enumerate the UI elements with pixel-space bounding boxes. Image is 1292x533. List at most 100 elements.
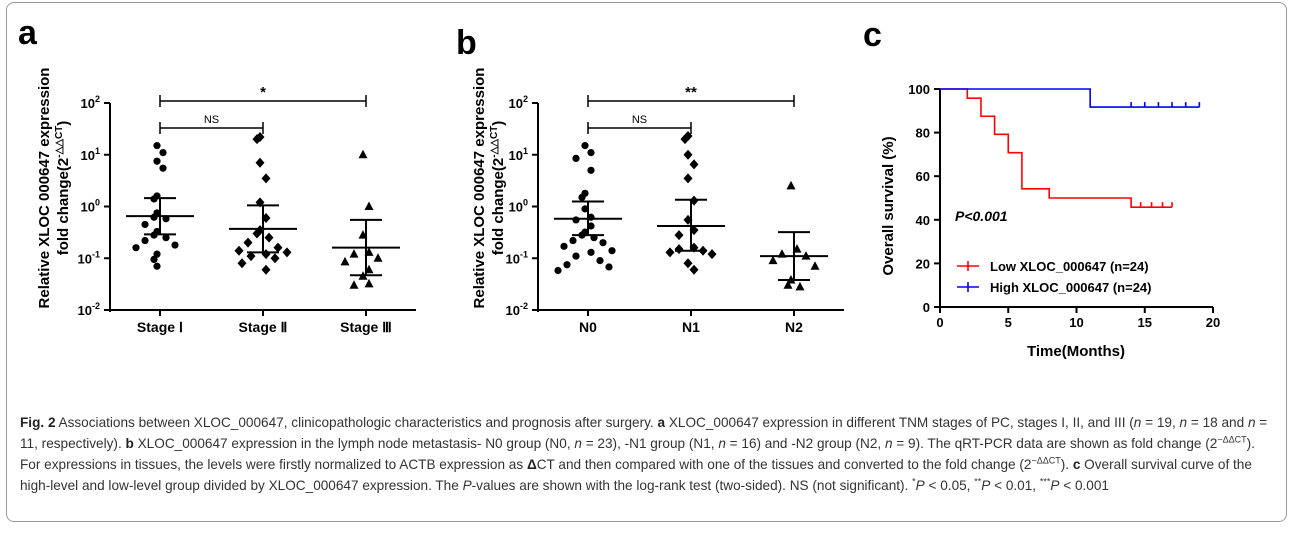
panel-b-data-point — [605, 263, 613, 271]
panel-a-xtick-label: Stage Ⅲ — [340, 319, 392, 335]
panel-c-ytick-label: 80 — [916, 126, 930, 141]
panel-c-xtick-label: 10 — [1069, 315, 1083, 330]
panel-c-ylabel: Overall survival (%) — [880, 136, 897, 275]
panel-b-ytick-label: 10-1 — [506, 249, 528, 266]
panel-c-survival: Overall survival (%) Time(Months) P<0.00… — [880, 82, 1220, 360]
panel-c-ytick-label: 0 — [923, 300, 930, 315]
panel-b-data-point — [795, 281, 805, 291]
panel-b-data-point — [689, 159, 699, 170]
panel-a-data-point — [373, 253, 383, 262]
panel-a-data-point — [252, 134, 262, 145]
panel-b-xtick-label: N2 — [785, 319, 803, 335]
panel-a-data-point — [153, 157, 161, 165]
panel-a-data-point — [270, 253, 280, 264]
panel-a-data-point — [349, 280, 359, 289]
panel-b-data-point — [674, 230, 684, 241]
panel-a-data-point — [159, 149, 167, 157]
figure-plots: a b c Relative XLOC 000647 expression fo… — [18, 14, 1220, 360]
panel-a-data-point — [246, 251, 256, 262]
panel-b-data-point — [560, 242, 568, 250]
panel-b-data-point — [587, 248, 595, 256]
panel-b-data-point — [810, 261, 820, 270]
panel-b-data-point — [569, 236, 577, 245]
panel-a-data-point — [264, 232, 274, 243]
panel-b-data-point — [665, 247, 675, 258]
panel-letter-c: c — [863, 16, 882, 54]
panel-a-ytick-label: 102 — [81, 94, 100, 111]
panel-a-data-point — [282, 247, 292, 258]
panel-c-xtick-label: 15 — [1138, 315, 1152, 330]
panel-c-ytick-label: 20 — [916, 256, 930, 271]
panel-a-data-point — [153, 262, 161, 270]
panel-b-data-point — [707, 249, 717, 260]
panel-a-ylabel: Relative XLOC 000647 expression fold cha… — [36, 68, 72, 309]
panel-a-data-point — [141, 220, 149, 229]
panel-b-ytick-label: 102 — [509, 94, 528, 111]
panel-a-scatter: Relative XLOC 000647 expression fold cha… — [36, 68, 416, 335]
panel-b-data-point — [683, 173, 693, 184]
panel-a-sig-label: NS — [204, 114, 219, 126]
panel-c-xtick-label: 0 — [936, 315, 943, 330]
panel-a-data-point — [252, 228, 262, 239]
panel-a-sig-label: * — [260, 84, 266, 101]
panel-a-data-point — [153, 250, 161, 258]
panel-a-data-point — [349, 249, 359, 258]
panel-b-sig-label: ** — [685, 84, 697, 101]
panel-b-data-point — [608, 247, 616, 255]
panel-a-data-point — [358, 149, 368, 159]
panel-b-data-point — [786, 180, 796, 190]
panel-c-xtick-label: 20 — [1206, 315, 1220, 330]
panel-b-data-point — [674, 244, 684, 255]
panel-b-data-point — [596, 257, 604, 265]
panel-letter-b: b — [456, 24, 477, 62]
panel-a-data-point — [340, 256, 350, 266]
panel-a-data-point — [159, 164, 167, 172]
panel-b-data-point — [581, 142, 589, 150]
panel-b-ylabel-line2: fold change(2-△△CT) — [489, 121, 507, 256]
panel-a-data-point — [364, 278, 374, 288]
panel-b-data-point — [581, 205, 589, 213]
panel-b-data-point — [599, 239, 607, 247]
panel-a-data-point — [273, 242, 283, 253]
panel-a-ytick-label: 101 — [81, 146, 100, 163]
panel-b-ytick-label: 101 — [509, 146, 528, 163]
panel-b-data-point — [689, 264, 699, 275]
panel-a-data-point — [153, 142, 161, 150]
legend-label-high: High XLOC_000647 (n=24) — [990, 280, 1151, 295]
panel-b-xtick-label: N0 — [579, 319, 597, 335]
panel-a-xtick-label: Stage Ⅰ — [137, 319, 183, 335]
panel-a-data-point — [141, 236, 149, 245]
panel-a-data-point — [162, 234, 170, 242]
panel-b-data-point — [680, 134, 690, 145]
panel-c-xlabel: Time(Months) — [1027, 343, 1125, 360]
panel-b-data-point — [572, 216, 580, 224]
panel-b-scatter: Relative XLOC 000647 expression fold cha… — [471, 68, 844, 335]
panel-c-ytick-label: 60 — [916, 169, 930, 184]
panel-a-data-point — [150, 213, 158, 221]
panel-a-ytick-label: 10-1 — [78, 249, 100, 266]
panel-b-ytick-label: 100 — [509, 198, 528, 215]
panel-b-data-point — [783, 280, 793, 289]
panel-c-survival-curve-low — [940, 88, 1173, 208]
panel-letter-a: a — [18, 14, 38, 52]
panel-b-data-point — [578, 193, 586, 201]
panel-b-data-point — [572, 154, 580, 163]
panel-c-ytick-label: 100 — [908, 82, 930, 97]
panel-a-data-point — [237, 258, 247, 269]
panel-a-data-point — [243, 237, 253, 248]
panel-b-data-point — [683, 149, 693, 160]
panel-a-data-point — [234, 245, 244, 256]
panel-a-data-point — [132, 244, 140, 252]
panel-b-xtick-label: N1 — [682, 319, 700, 335]
panel-a-ylabel-line1: Relative XLOC 000647 expression — [36, 68, 53, 309]
panel-c-pvalue: P<0.001 — [955, 208, 1008, 224]
panel-a-xtick-label: Stage Ⅱ — [239, 319, 288, 335]
panel-c-ytick-label: 40 — [916, 213, 930, 228]
panel-b-data-point — [587, 166, 595, 174]
panel-a-ylabel-line2: fold change(2-△△CT) — [54, 121, 72, 256]
panel-b-data-point — [572, 252, 580, 260]
panel-c-legend: Low XLOC_000647 (n=24) High XLOC_000647 … — [957, 259, 1151, 295]
panel-b-data-point — [587, 222, 595, 230]
panel-a-ytick-label: 10-2 — [78, 301, 100, 318]
caption-fig-label: Fig. 2 — [20, 415, 56, 430]
